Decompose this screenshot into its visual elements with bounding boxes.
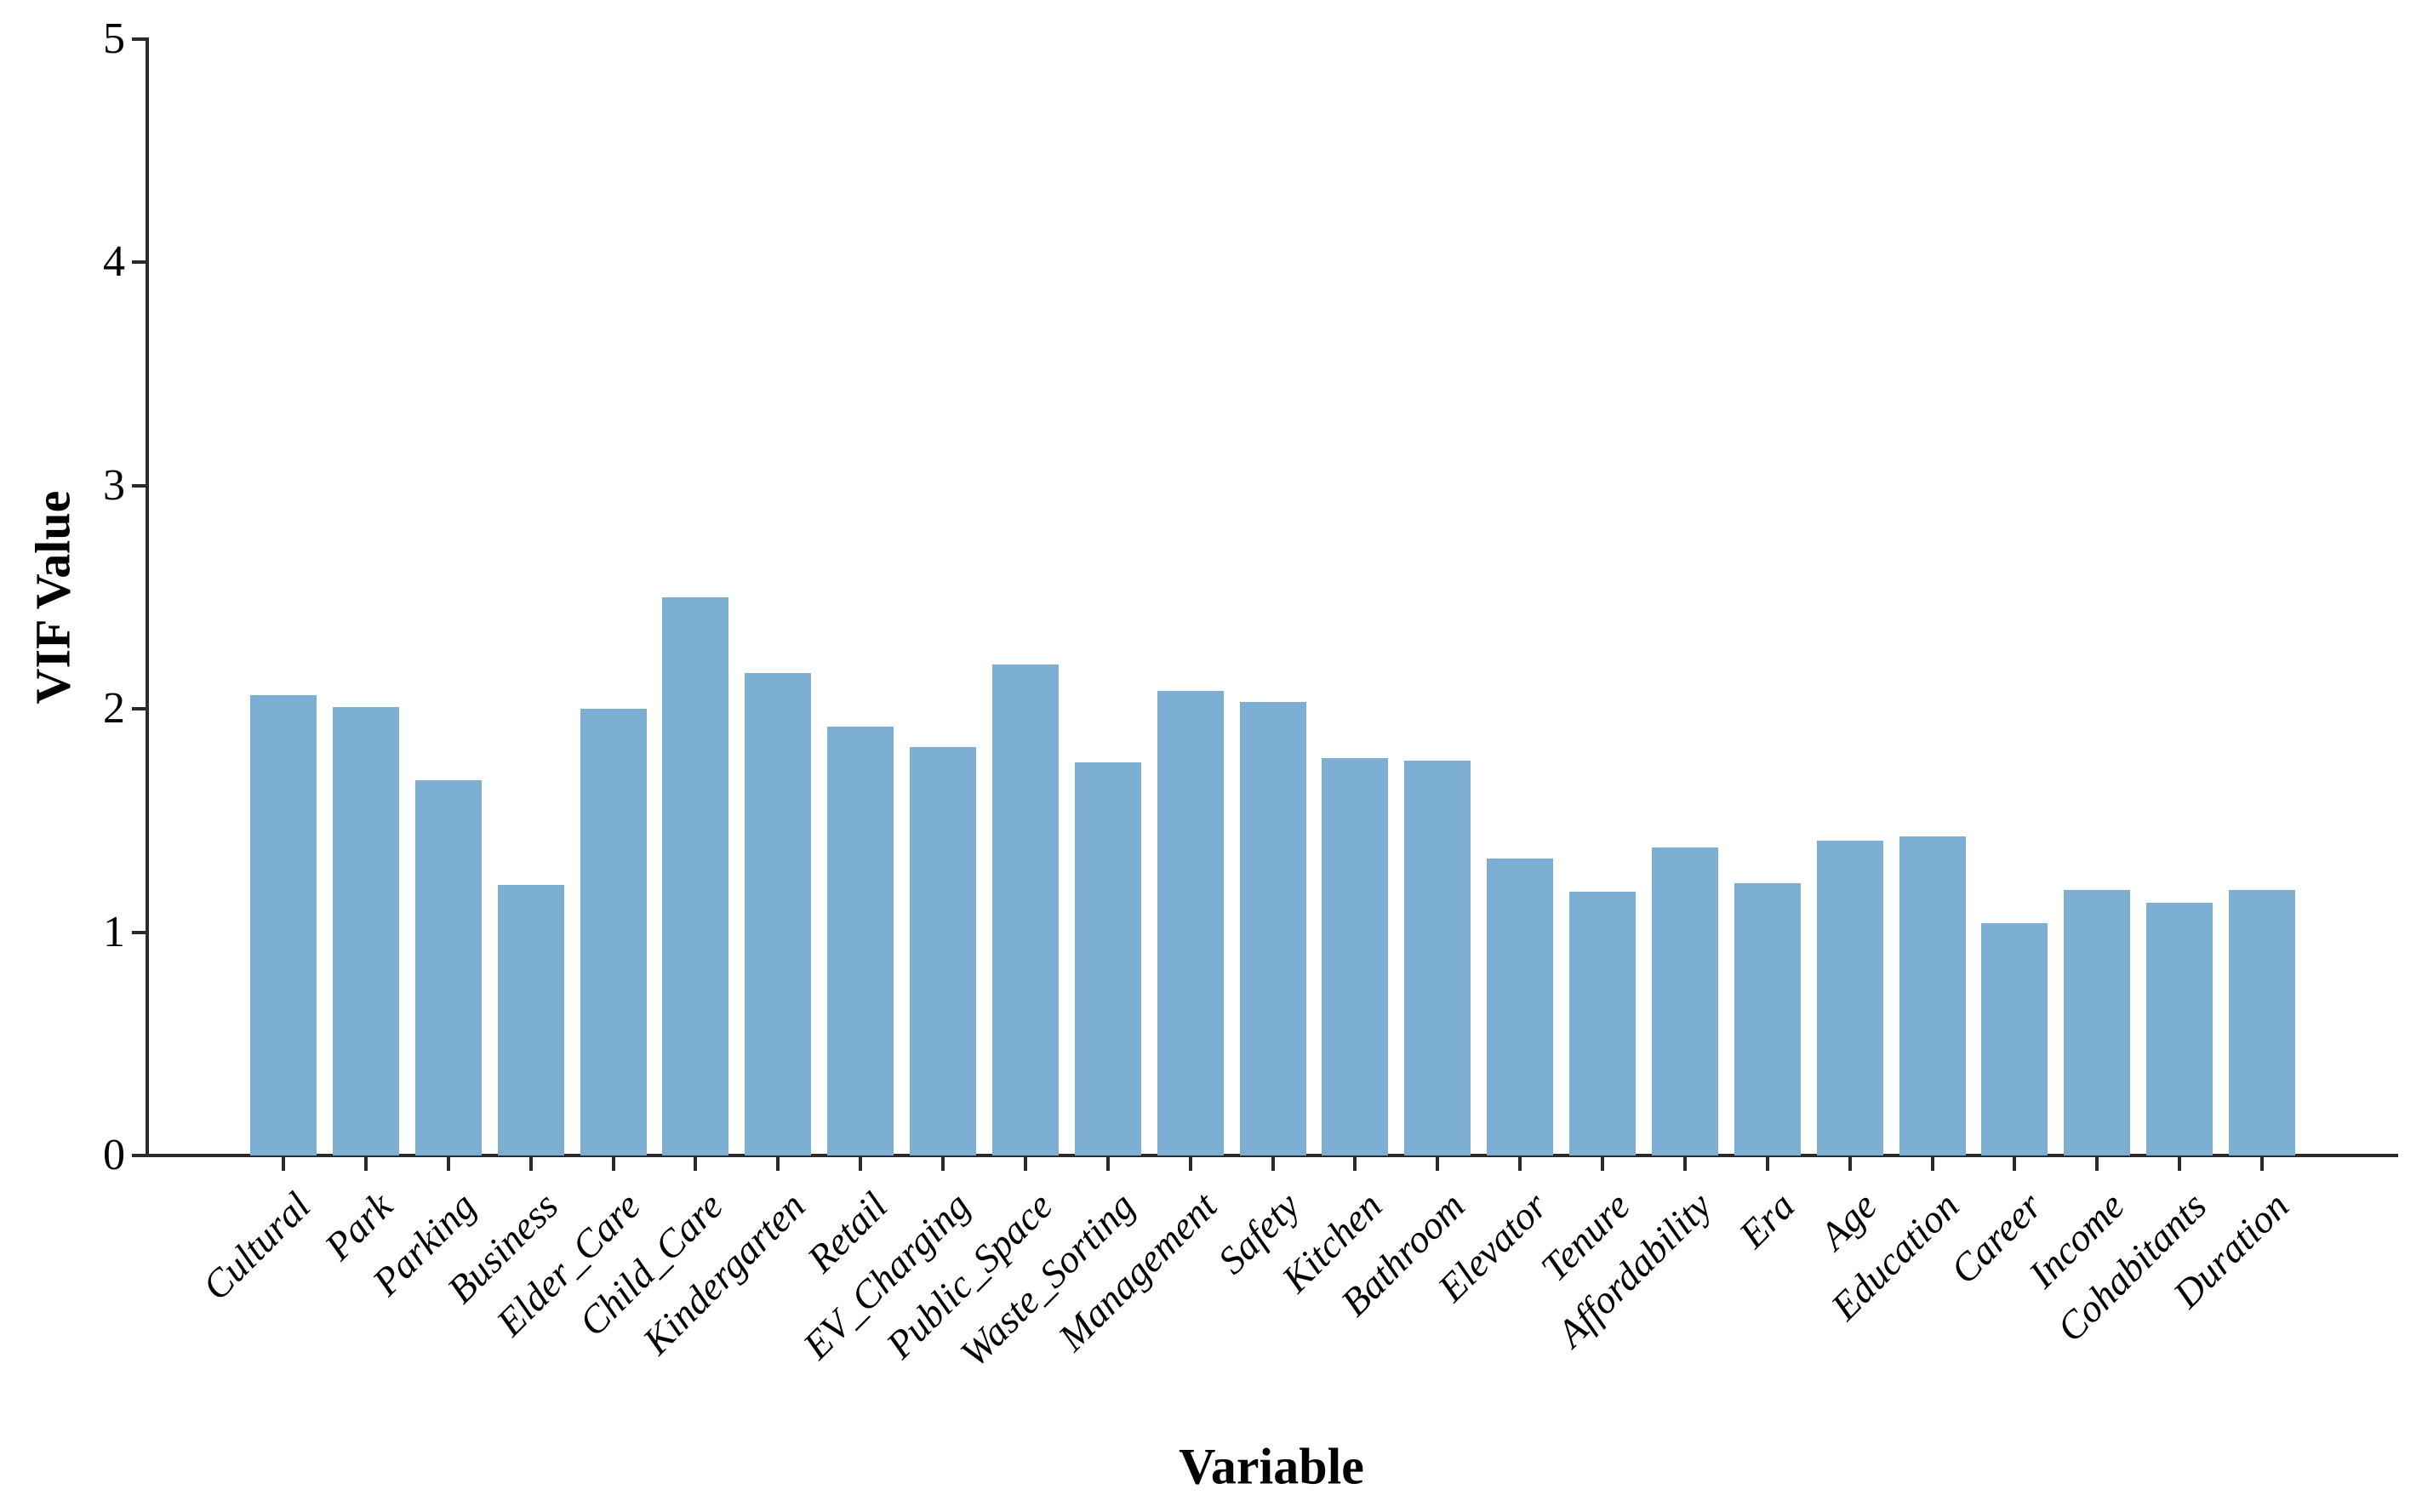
bar <box>745 673 812 1155</box>
x-tick <box>694 1157 698 1171</box>
x-tick <box>1105 1157 1110 1171</box>
x-tick <box>1848 1157 1852 1171</box>
y-tick-label: 5 <box>103 14 125 63</box>
bar <box>2146 903 2214 1155</box>
bar <box>1816 841 1883 1155</box>
x-tick <box>1930 1157 1934 1171</box>
bar <box>827 727 894 1155</box>
x-tick <box>1353 1157 1357 1171</box>
bar <box>1899 836 1966 1155</box>
x-tick <box>941 1157 945 1171</box>
bar <box>332 706 399 1155</box>
bar <box>1651 847 1718 1155</box>
x-tick <box>2260 1157 2264 1171</box>
bar <box>1239 702 1306 1155</box>
bar <box>1487 859 1554 1155</box>
x-tick <box>1682 1157 1687 1171</box>
bar <box>497 885 564 1155</box>
bar <box>910 746 976 1155</box>
x-axis-title: Variable <box>1179 1438 1364 1495</box>
y-tick-label: 4 <box>103 237 125 287</box>
x-tick <box>1188 1157 1192 1171</box>
bar <box>1404 760 1471 1155</box>
y-tick-label: 2 <box>103 684 125 733</box>
x-tick-label: Era <box>1730 1184 1803 1257</box>
x-tick <box>2178 1157 2182 1171</box>
bar <box>1734 882 1801 1155</box>
x-tick <box>1765 1157 1769 1171</box>
x-tick <box>446 1157 450 1171</box>
x-axis-spine <box>146 1154 2398 1157</box>
x-tick <box>282 1157 285 1171</box>
y-axis-title: VIF Value <box>25 490 81 705</box>
x-tick <box>859 1157 863 1171</box>
bar <box>2064 889 2131 1155</box>
bar <box>991 664 1059 1155</box>
y-tick <box>132 707 146 711</box>
y-tick-label: 3 <box>103 460 125 510</box>
bar <box>250 695 317 1155</box>
y-tick <box>132 260 146 265</box>
y-tick <box>132 483 146 488</box>
bar <box>1981 923 2048 1155</box>
y-tick-label: 0 <box>103 1131 125 1179</box>
bar <box>1074 762 1141 1155</box>
x-tick-label: Cultural <box>194 1184 319 1309</box>
bar <box>1569 892 1636 1155</box>
bar <box>580 709 647 1155</box>
y-tick <box>132 1154 146 1157</box>
y-tick-label: 1 <box>103 907 125 956</box>
bar <box>2229 889 2295 1155</box>
x-tick <box>1271 1157 1275 1171</box>
x-tick <box>1601 1157 1604 1171</box>
bar <box>1157 691 1224 1155</box>
x-tick <box>1023 1157 1027 1171</box>
x-tick <box>528 1157 533 1171</box>
x-tick <box>1436 1157 1440 1171</box>
y-tick <box>132 37 146 41</box>
x-tick <box>2095 1157 2099 1171</box>
bar <box>414 780 482 1155</box>
y-axis-spine <box>146 37 149 1157</box>
x-tick <box>611 1157 615 1171</box>
x-tick <box>2013 1157 2017 1171</box>
x-tick <box>776 1157 780 1171</box>
x-tick <box>363 1157 368 1171</box>
y-tick <box>132 930 146 934</box>
bar <box>662 597 729 1155</box>
bar <box>1322 757 1389 1155</box>
x-tick <box>1518 1157 1522 1171</box>
